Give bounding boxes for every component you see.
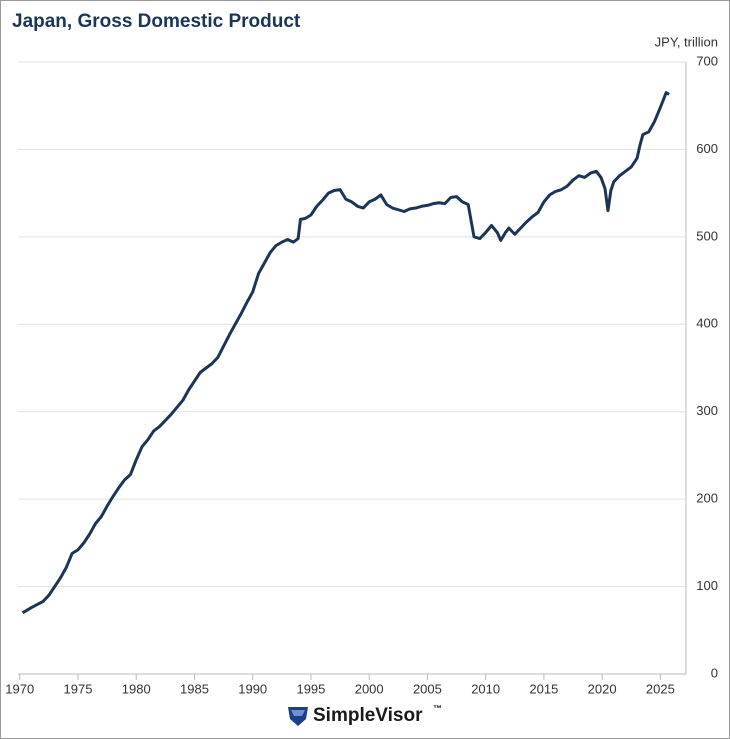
- trademark: ™: [433, 703, 442, 713]
- y-tick-label: 500: [696, 228, 718, 243]
- y-tick-label: 0: [711, 665, 718, 680]
- x-tick-label: 2010: [471, 681, 500, 696]
- x-tick-label: 1980: [122, 681, 151, 696]
- y-tick-label: 300: [696, 403, 718, 418]
- y-tick-label: 200: [696, 491, 718, 506]
- chart-title: Japan, Gross Domestic Product: [12, 11, 301, 32]
- y-tick-label: 700: [696, 53, 718, 68]
- brand: SimpleVisor: [313, 705, 423, 726]
- x-tick-label: 2020: [588, 681, 617, 696]
- x-tick-label: 2015: [529, 681, 558, 696]
- x-tick-label: 1970: [5, 681, 34, 696]
- x-tick-label: 1995: [296, 681, 325, 696]
- x-tick-label: 2000: [355, 681, 384, 696]
- data-line: [21, 91, 670, 615]
- x-tick-label: 1990: [238, 681, 267, 696]
- y-tick-label: 400: [696, 316, 718, 331]
- x-tick-label: 2025: [646, 681, 675, 696]
- logo: [288, 707, 308, 726]
- y-axis-label: JPY, trillion: [655, 34, 718, 49]
- y-tick-label: 600: [696, 141, 718, 156]
- x-tick-label: 1975: [64, 681, 93, 696]
- y-tick-label: 100: [696, 578, 718, 593]
- x-tick-label: 1985: [180, 681, 209, 696]
- x-tick-label: 2005: [413, 681, 442, 696]
